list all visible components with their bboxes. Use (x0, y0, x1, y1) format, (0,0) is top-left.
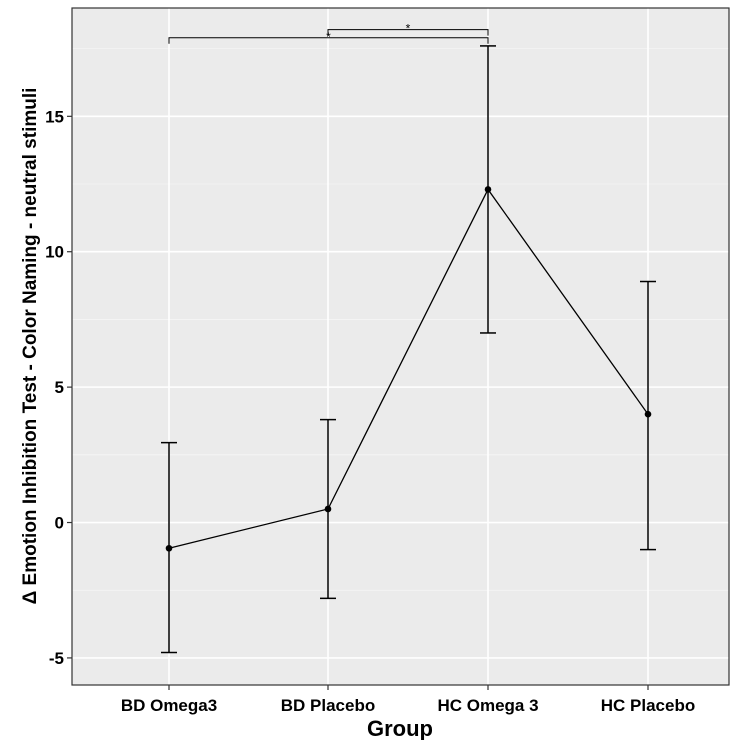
x-axis-title: Group (367, 716, 433, 740)
data-point (165, 544, 173, 552)
bracket-line (168, 37, 489, 44)
significance-label: * (406, 22, 411, 36)
y-tick-label: 0 (55, 514, 64, 533)
data-point (324, 505, 332, 513)
x-tick-label: HC Placebo (601, 696, 695, 715)
x-tick-label: BD Omega3 (121, 696, 217, 715)
y-tick-label: 15 (45, 107, 64, 126)
y-tick-label: -5 (49, 649, 64, 668)
series-layer (161, 45, 656, 654)
x-tick-label: BD Placebo (281, 696, 375, 715)
grid-minor (72, 48, 729, 591)
y-axis-title: Δ Emotion Inhibition Test - Color Naming… (20, 88, 41, 605)
series-line (168, 188, 649, 549)
significance-layer: ** (168, 22, 489, 44)
significance-bracket: * (327, 22, 489, 36)
plot-panel (72, 8, 729, 685)
y-tick-label: 5 (55, 378, 64, 397)
data-point (484, 186, 492, 193)
y-axis: -5 0 5 10 15 (45, 107, 72, 668)
y-tick-label: 10 (45, 243, 64, 262)
significance-bracket: * (168, 30, 489, 44)
plot-border (71, 7, 730, 686)
significance-label: * (326, 30, 331, 44)
data-point (644, 410, 652, 418)
x-axis: BD Omega3 BD Placebo HC Omega 3 HC Placebo (121, 685, 695, 715)
bracket-line (327, 29, 489, 36)
x-tick-label: HC Omega 3 (437, 696, 538, 715)
